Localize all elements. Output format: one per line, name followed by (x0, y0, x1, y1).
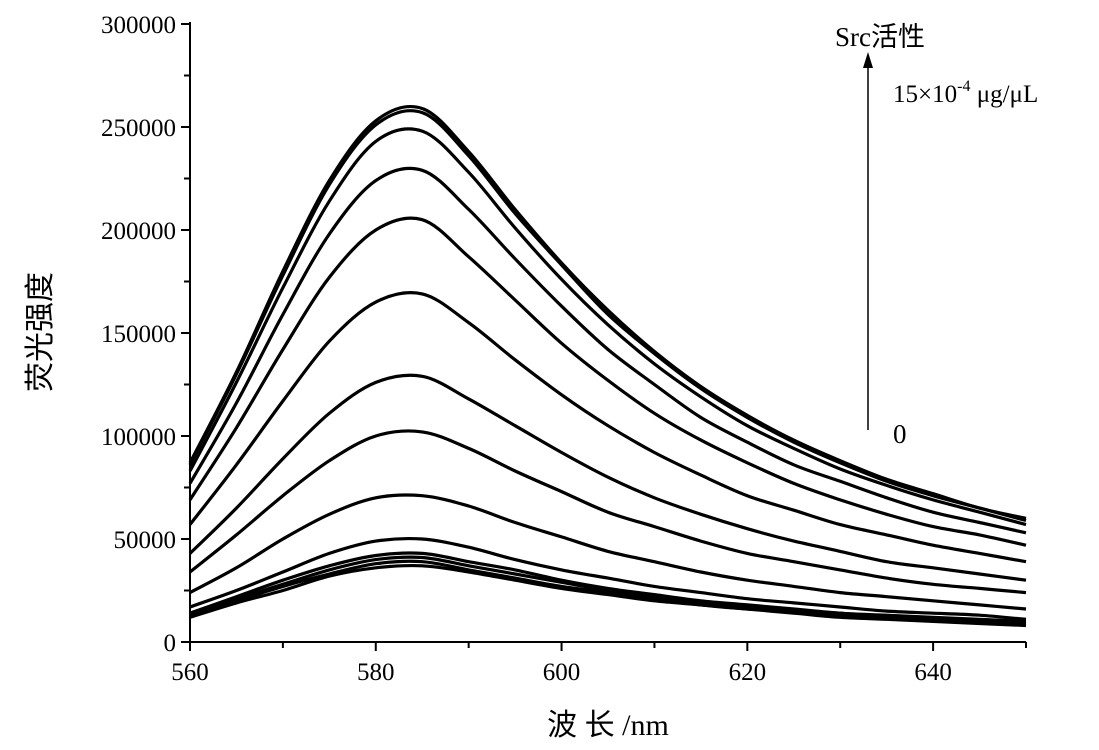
activity-arrow (863, 52, 873, 430)
y-tick-label: 100000 (101, 424, 176, 451)
y-tick-label: 150000 (101, 321, 176, 348)
spectrum-curve-0 (189, 563, 1027, 628)
arrow-label: Src活性 (835, 22, 925, 52)
spectrum-curve-8 (189, 429, 1027, 595)
spectrum-curve-15 (188, 104, 1027, 520)
spectrum-curve-13 (188, 127, 1027, 527)
spectrum-curve-5 (189, 551, 1027, 623)
spectrum-curve-4 (189, 555, 1027, 626)
y-tick-label: 250000 (101, 115, 176, 142)
spectrum-curve-12 (188, 166, 1027, 535)
x-tick-label: 560 (171, 659, 209, 686)
spectrum-curve-3 (189, 559, 1027, 626)
y-axis-label: 荧光强度 (24, 272, 57, 392)
arrow-head-icon (863, 52, 873, 68)
spectrum-curve-6 (189, 536, 1027, 621)
y-tick-label: 0 (164, 630, 177, 657)
x-tick-label: 600 (543, 659, 581, 686)
y-tick-label: 50000 (114, 527, 177, 554)
y-axis-title: 荧光强度 (24, 272, 57, 392)
x-tick-label: 580 (357, 659, 395, 686)
y-tick-label: 300000 (101, 12, 176, 39)
x-tick-label: 640 (914, 659, 952, 686)
spectrum-curve-10 (188, 290, 1027, 564)
ticks-group: 560 580 600 620 640 0 50000 100000 150000 200000 2… (101, 12, 1027, 686)
zero-concentration-label: 0 (893, 419, 907, 449)
y-tick-label: 200000 (101, 218, 176, 245)
x-axis-label: 波 长 /nm (547, 709, 669, 742)
spectrum-curve-14 (188, 109, 1027, 523)
axes-group (189, 22, 1026, 643)
spectrum-curve-11 (188, 216, 1027, 547)
top-concentration-label: 15×10-4 μg/μL (893, 78, 1038, 108)
curves-group (188, 104, 1027, 628)
x-tick-label: 620 (729, 659, 767, 686)
spectrum-curve-9 (188, 373, 1027, 582)
spectrum-curve-7 (189, 493, 1027, 611)
